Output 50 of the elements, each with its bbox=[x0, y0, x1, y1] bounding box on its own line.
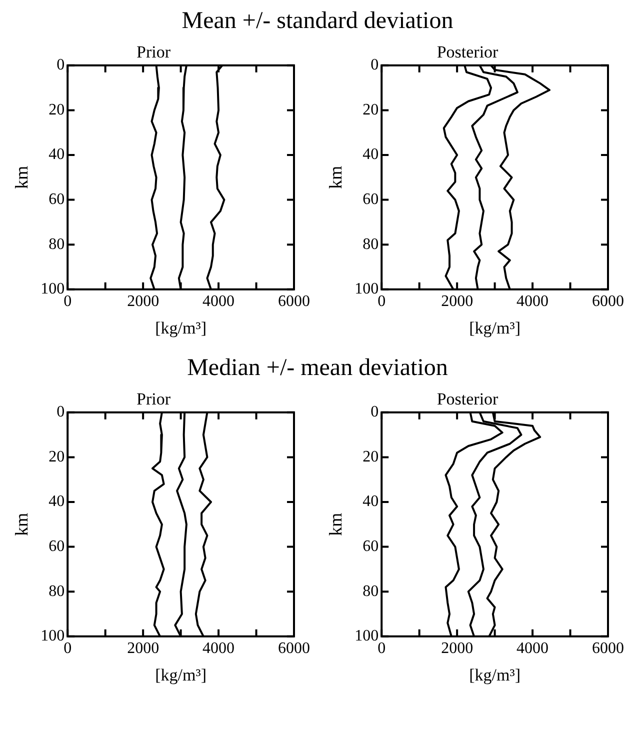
x-tick-label: 2000 bbox=[441, 640, 474, 658]
y-tick-label: 20 bbox=[362, 448, 379, 466]
y-tick-label: 20 bbox=[362, 101, 379, 118]
chart-title: Median +/- mean deviation bbox=[186, 355, 449, 382]
y-axis-title: km bbox=[326, 166, 346, 189]
x-axis-title: [kg/m³] bbox=[155, 665, 206, 684]
x-tick-label: 2000 bbox=[127, 293, 160, 310]
chart-title: Mean +/- standard deviation bbox=[180, 8, 454, 35]
y-tick-label: 80 bbox=[362, 582, 379, 600]
x-tick-label: 4000 bbox=[516, 293, 549, 310]
y-tick-label: 40 bbox=[362, 146, 379, 164]
x-axis-title: [kg/m³] bbox=[155, 318, 206, 338]
y-tick-label: 80 bbox=[48, 582, 65, 600]
y-axis-title: km bbox=[12, 512, 32, 536]
y-tick-label: 100 bbox=[40, 628, 65, 645]
x-tick-label: 6000 bbox=[592, 293, 624, 310]
y-tick-label: 0 bbox=[56, 404, 65, 421]
y-tick-label: 0 bbox=[370, 56, 379, 74]
x-tick-label: 6000 bbox=[278, 293, 310, 310]
y-tick-label: 40 bbox=[48, 146, 65, 164]
y-tick-label: 80 bbox=[362, 236, 379, 253]
x-tick-label: 2000 bbox=[441, 293, 474, 310]
y-tick-label: 60 bbox=[362, 191, 379, 208]
x-tick-label: 4000 bbox=[516, 640, 549, 658]
chart-subtitle: Posterior bbox=[436, 390, 499, 409]
x-tick-label: 6000 bbox=[278, 640, 310, 658]
y-tick-label: 40 bbox=[48, 493, 65, 510]
x-tick-label: 2000 bbox=[127, 640, 160, 658]
y-tick-label: 60 bbox=[48, 191, 65, 208]
chart-subtitle: Posterior bbox=[436, 42, 499, 62]
y-tick-label: 20 bbox=[48, 448, 65, 466]
x-tick-label: 4000 bbox=[202, 640, 235, 658]
chart-subtitle: Prior bbox=[136, 390, 171, 409]
chart-subtitle: Prior bbox=[136, 42, 171, 62]
x-axis-title: [kg/m³] bbox=[469, 665, 520, 684]
y-tick-label: 100 bbox=[354, 628, 379, 645]
y-tick-label: 20 bbox=[48, 101, 65, 118]
y-tick-label: 80 bbox=[48, 236, 65, 253]
y-axis-title: km bbox=[326, 512, 346, 536]
y-tick-label: 0 bbox=[56, 56, 65, 74]
x-axis-title: [kg/m³] bbox=[469, 318, 520, 338]
y-tick-label: 40 bbox=[362, 493, 379, 510]
x-tick-label: 4000 bbox=[202, 293, 235, 310]
y-axis-title: km bbox=[12, 166, 32, 189]
y-tick-label: 0 bbox=[370, 404, 379, 421]
y-tick-label: 100 bbox=[40, 280, 65, 298]
x-tick-label: 6000 bbox=[592, 640, 624, 658]
y-tick-label: 100 bbox=[354, 280, 379, 298]
y-tick-label: 60 bbox=[48, 538, 65, 556]
y-tick-label: 60 bbox=[362, 538, 379, 556]
